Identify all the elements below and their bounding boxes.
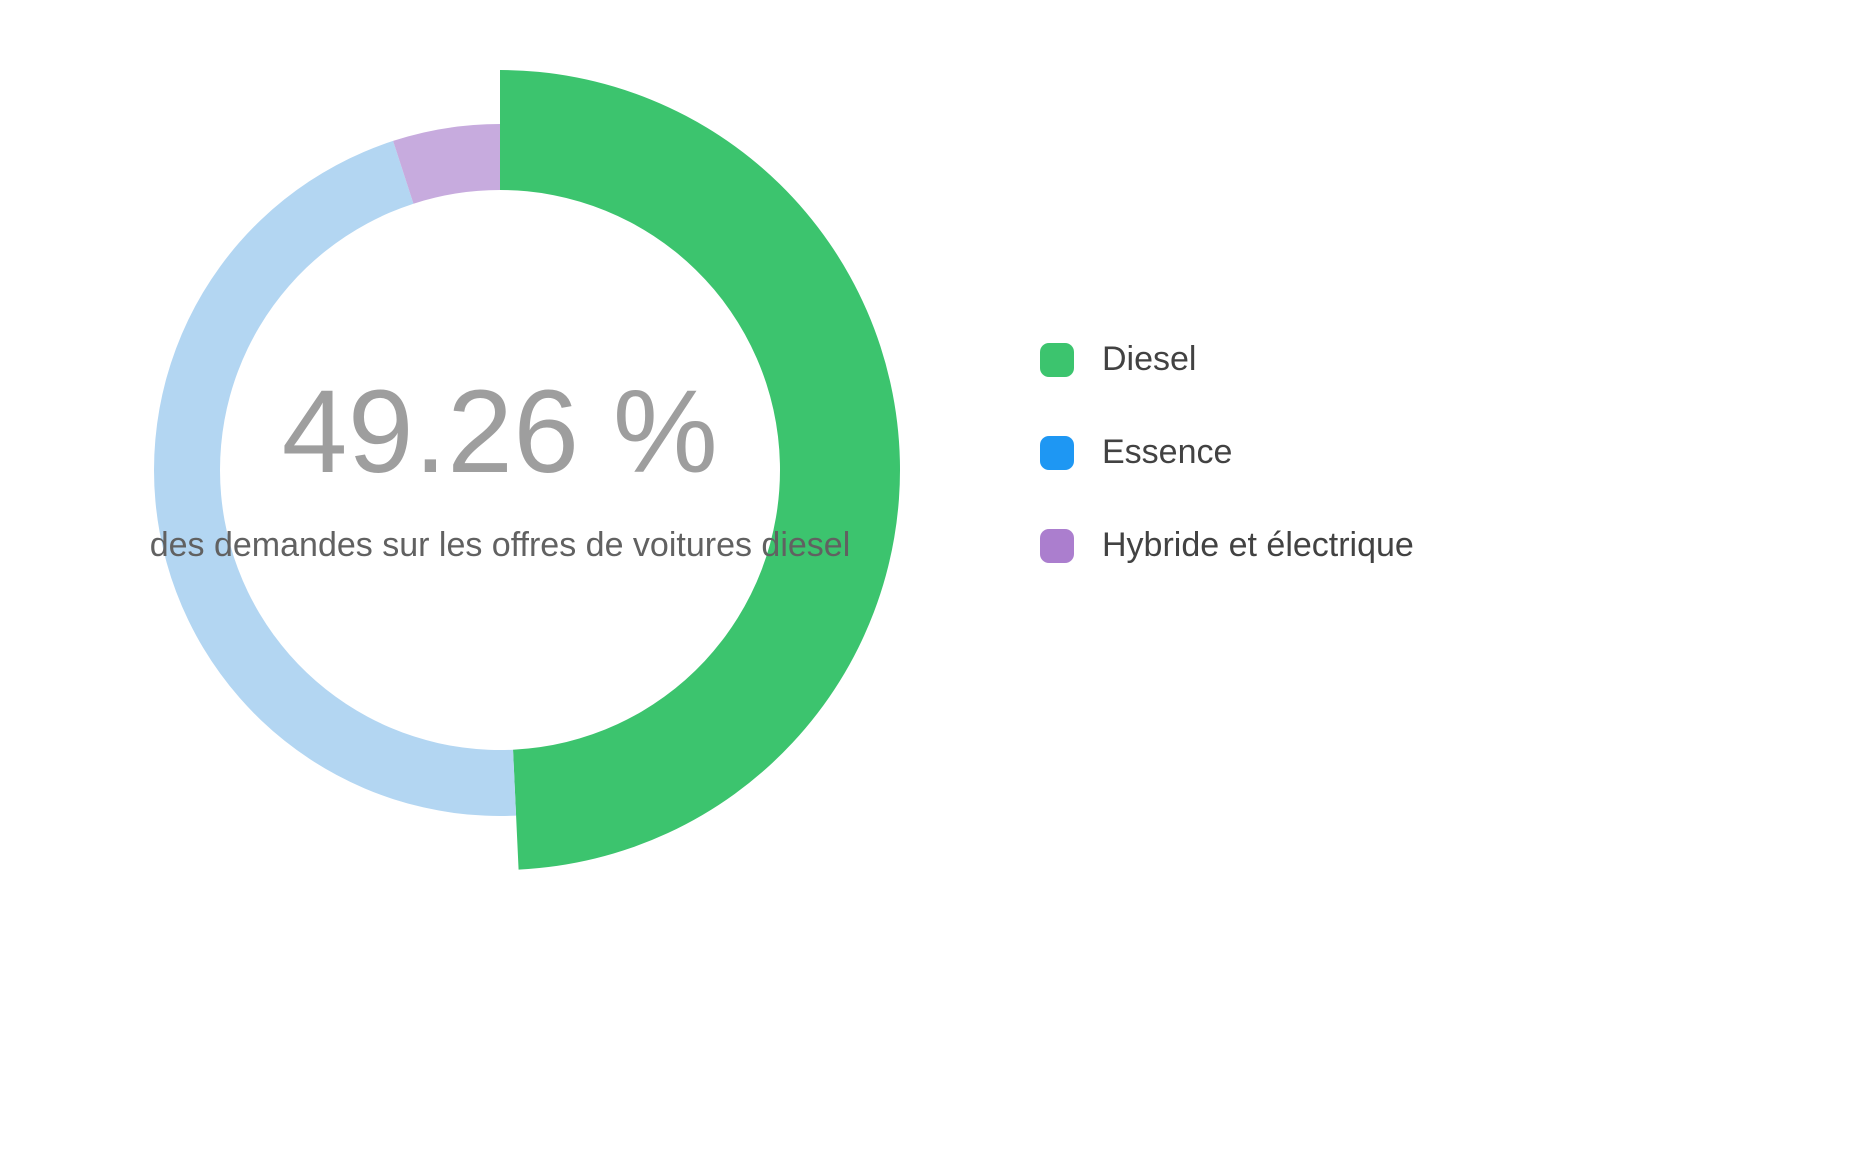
legend-swatch-hybride — [1040, 529, 1074, 563]
legend-item-hybride: Hybride et électrique — [1040, 526, 1414, 565]
legend-item-diesel: Diesel — [1040, 340, 1414, 379]
chart-container: 49.26 % des demandes sur les offres de v… — [0, 0, 1866, 1152]
donut-center: 49.26 % des demandes sur les offres de v… — [148, 371, 852, 569]
legend-label-essence: Essence — [1102, 433, 1232, 472]
legend-item-essence: Essence — [1040, 433, 1414, 472]
legend-label-hybride: Hybride et électrique — [1102, 526, 1414, 565]
legend-label-diesel: Diesel — [1102, 340, 1196, 379]
center-value: 49.26 % — [148, 371, 852, 495]
center-caption: des demandes sur les offres de voitures … — [148, 523, 852, 569]
legend-swatch-diesel — [1040, 343, 1074, 377]
donut-chart: 49.26 % des demandes sur les offres de v… — [60, 30, 940, 910]
legend-swatch-essence — [1040, 436, 1074, 470]
legend: Diesel Essence Hybride et électrique — [1040, 340, 1414, 619]
